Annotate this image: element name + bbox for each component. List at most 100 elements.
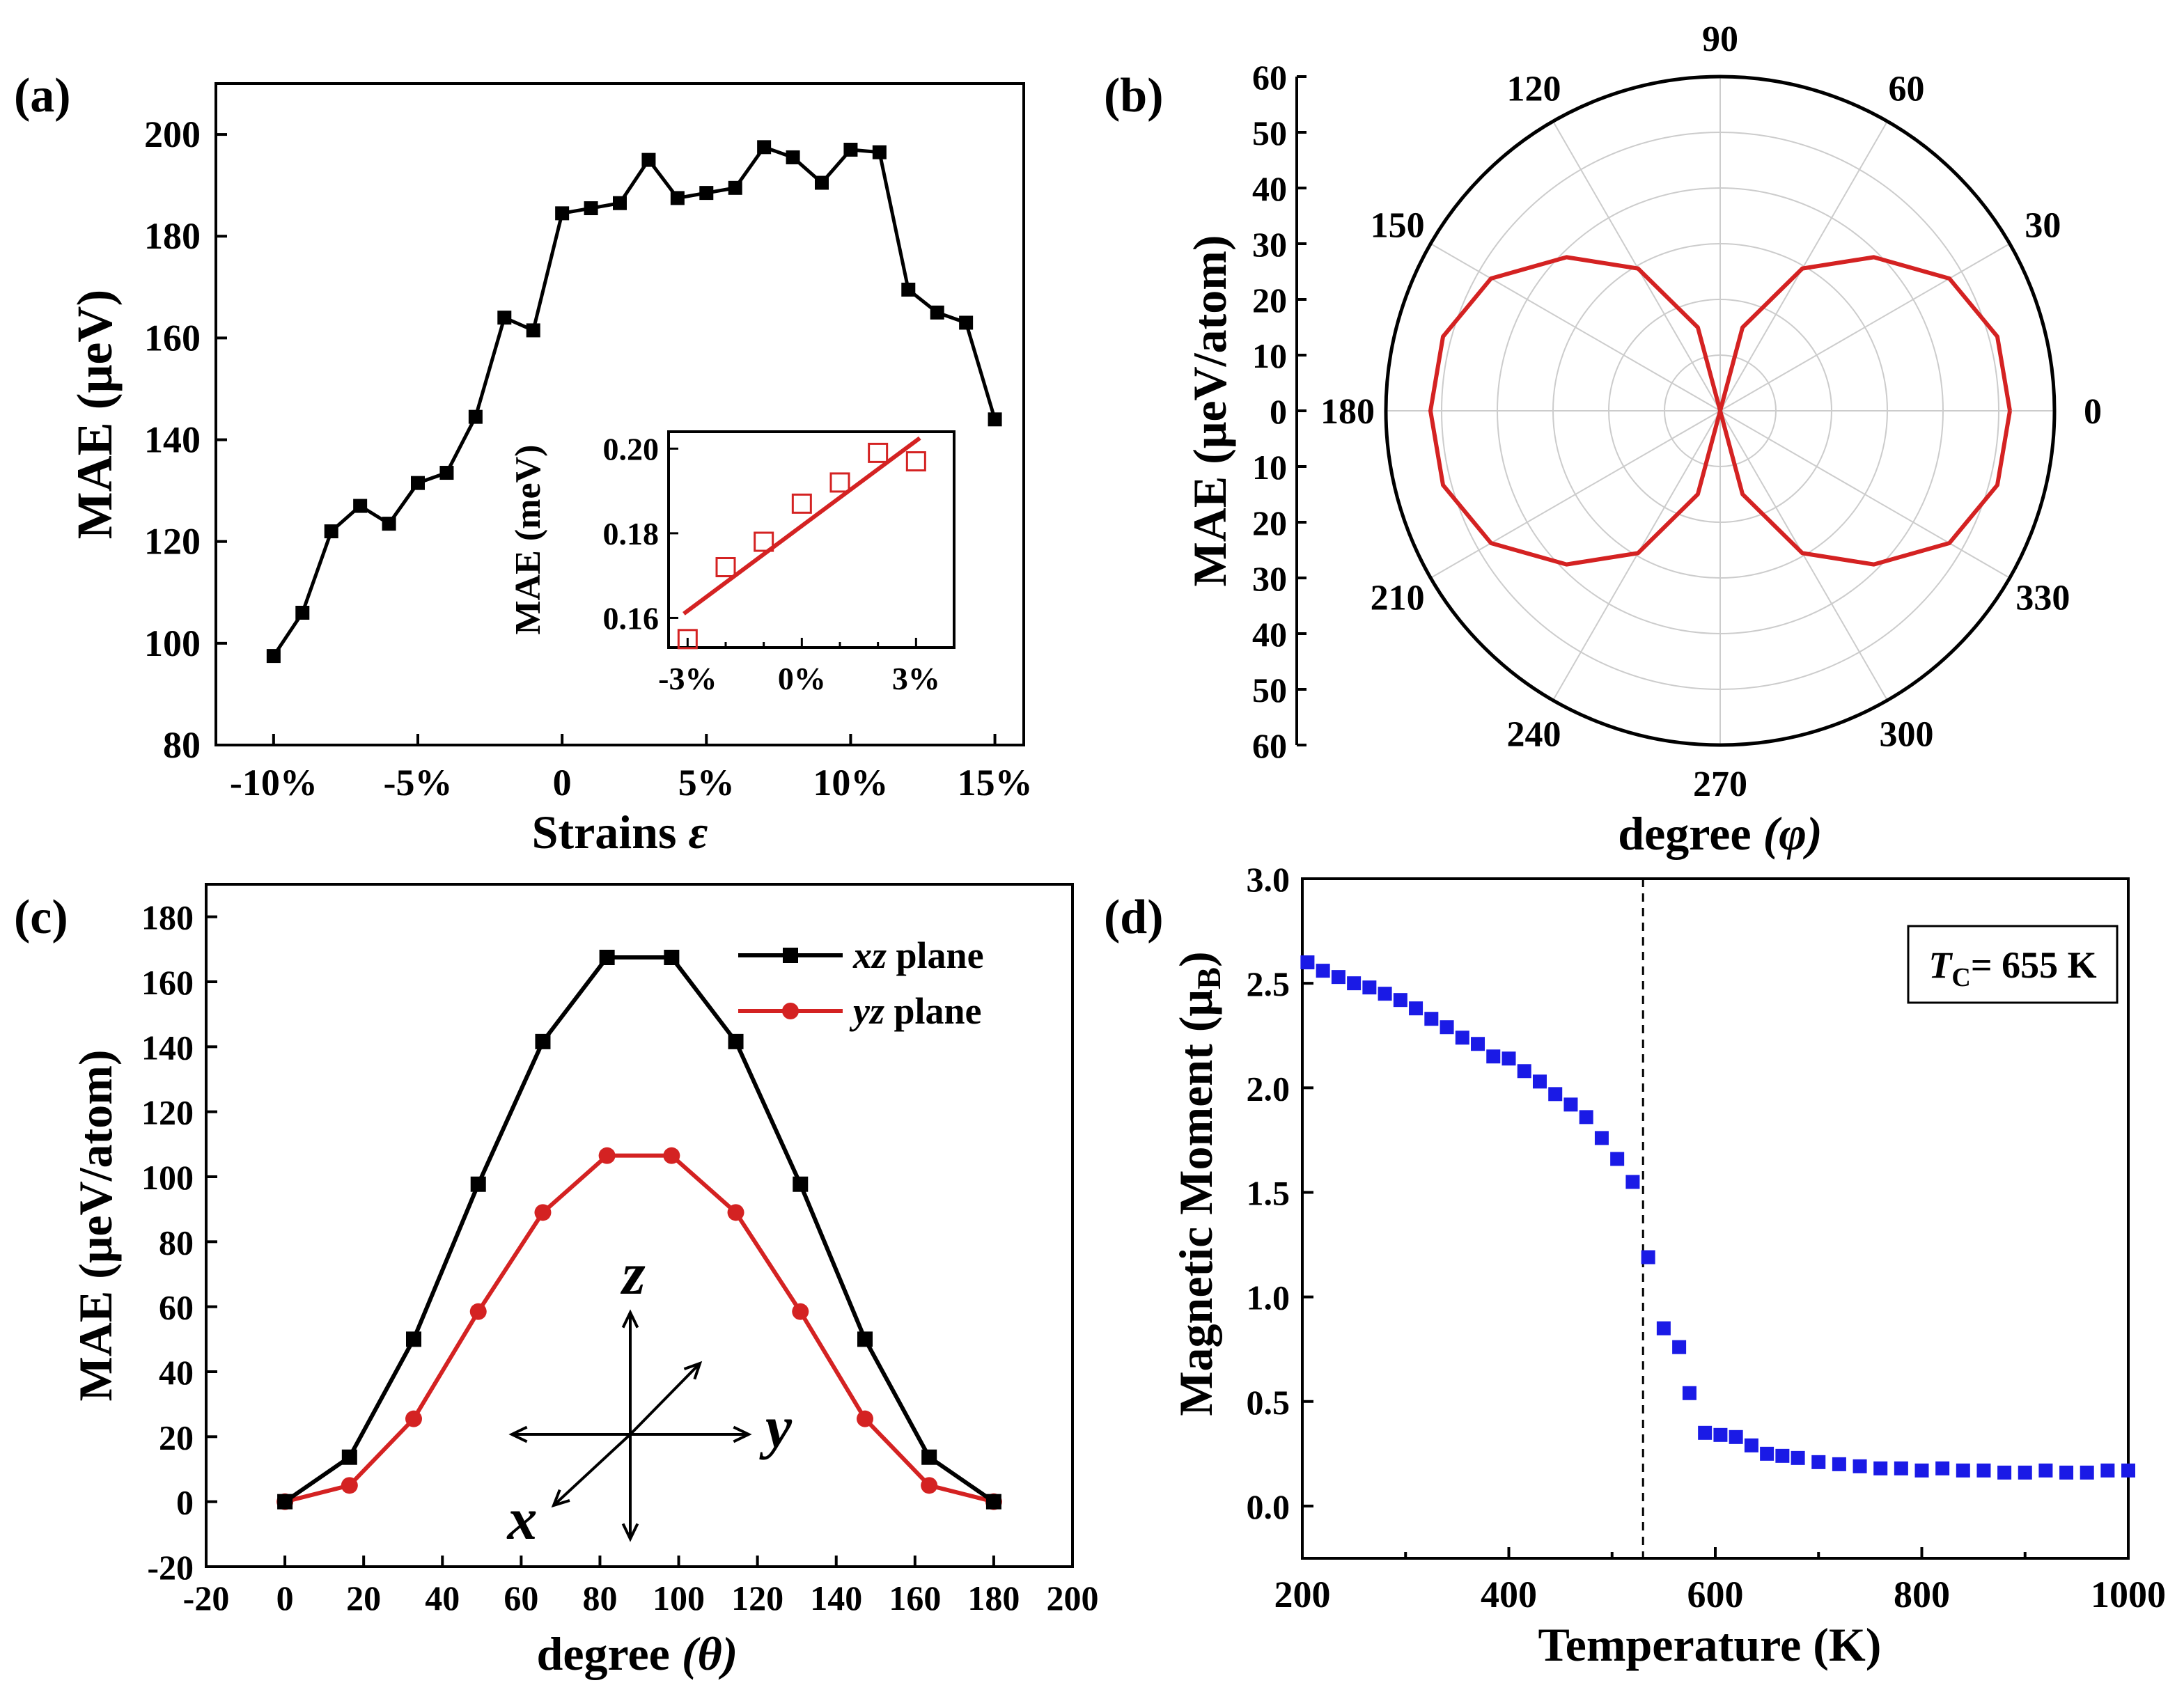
panel-a-ytick-label: 180 bbox=[144, 215, 201, 257]
panel-d-point bbox=[1316, 964, 1330, 978]
panel-a-ytick-label: 200 bbox=[144, 113, 201, 155]
panel-d-point bbox=[1610, 1152, 1625, 1166]
panel-c-xtick-label: 200 bbox=[1047, 1579, 1099, 1617]
panel-c-xtick-label: 80 bbox=[582, 1579, 617, 1617]
panel-a-plot-frame bbox=[214, 82, 1025, 746]
panel-d-point bbox=[1486, 1049, 1501, 1064]
panel-b-label: (b) bbox=[1104, 69, 1164, 123]
panel-a-point bbox=[930, 305, 944, 320]
panel-b-angle-label: 60 bbox=[1889, 70, 1925, 109]
panel-c-ticks: -20 0 20 40 60 80 100 120 140 160 180 200 -20 0 20 40 60… bbox=[141, 898, 1099, 1617]
panel-d-point bbox=[1625, 1175, 1640, 1189]
panel-b-angle-label: 120 bbox=[1507, 70, 1561, 109]
panel-d-point bbox=[1935, 1461, 1950, 1475]
panel-d-point bbox=[1914, 1463, 1929, 1478]
panel-c-ytick-label: 80 bbox=[159, 1223, 194, 1262]
panel-d-point bbox=[1532, 1074, 1547, 1089]
panel-c-axis-x-back bbox=[629, 1362, 701, 1436]
panel-c-ytick-label: 100 bbox=[141, 1158, 194, 1197]
panel-d-point bbox=[1729, 1429, 1743, 1444]
panel-c-point-circle bbox=[598, 1147, 616, 1164]
panel-a-point bbox=[324, 524, 338, 539]
panel-b-raxis-label: 50 bbox=[1252, 671, 1287, 710]
panel-c-axis-z-down-head bbox=[621, 1523, 639, 1542]
panel-c-ytick-label: 160 bbox=[141, 963, 194, 1002]
panel-a-point bbox=[757, 140, 772, 155]
panel-c-ytick-label: 60 bbox=[159, 1288, 194, 1327]
panel-d-point bbox=[1956, 1463, 1970, 1478]
panel-c-xtick-label: 160 bbox=[889, 1579, 941, 1617]
panel-d-point bbox=[1331, 970, 1346, 985]
panel-c-axis-z-label: z bbox=[620, 1240, 646, 1307]
panel-b-raxis-label: 0 bbox=[1270, 392, 1287, 431]
panel-c-legend-label: yz plane bbox=[849, 990, 982, 1032]
panel-d-tc-text: TC= 655 K bbox=[1928, 944, 2096, 992]
panel-d-annotation: TC= 655 K bbox=[1907, 925, 2119, 1004]
panel-c-point-square bbox=[857, 1331, 873, 1347]
panel-d-annotation-box bbox=[1907, 925, 2119, 1004]
panel-d-point bbox=[1440, 1020, 1454, 1035]
panel-c-point-circle bbox=[792, 1303, 809, 1320]
panel-a-inset-ytick-label: 0.18 bbox=[603, 516, 660, 551]
panel-c-line bbox=[284, 1153, 994, 1504]
panel-c-point-square bbox=[405, 1331, 421, 1347]
panel-d-xtick-label: 600 bbox=[1687, 1574, 1744, 1615]
panel-c-legend: xz plane yz plane bbox=[738, 934, 984, 1032]
panel-d-point bbox=[1744, 1438, 1758, 1452]
panel-a-inset-frame bbox=[667, 430, 956, 649]
panel-a-ylabel: MAE (μeV) bbox=[67, 290, 123, 540]
panel-b-angle-label: 150 bbox=[1371, 206, 1425, 246]
panel-a-inset-point bbox=[754, 531, 774, 552]
panel-d-point bbox=[1672, 1340, 1687, 1354]
panel-a-xtick-label: 0 bbox=[553, 762, 572, 804]
panel-a-inset-xtick-label: 3% bbox=[892, 661, 940, 696]
panel-c-ytick-label: 120 bbox=[141, 1093, 194, 1132]
panel-d-xtick-label: 1000 bbox=[2091, 1574, 2166, 1615]
panel-d-ytick-label: 1.5 bbox=[1247, 1173, 1290, 1212]
panel-b-grid-circle bbox=[1608, 299, 1832, 523]
panel-a-point bbox=[295, 606, 310, 620]
panel-a-xtick-label: 5% bbox=[678, 762, 735, 804]
panel-a-point bbox=[699, 186, 714, 201]
panel-b-outer-circle bbox=[1384, 75, 2057, 747]
panel-d-point bbox=[2100, 1463, 2115, 1478]
panel-d-point bbox=[1976, 1463, 1991, 1478]
panel-d-point bbox=[1424, 1012, 1439, 1026]
panel-d-point bbox=[1852, 1459, 1867, 1473]
panel-b-grid-circle bbox=[1441, 132, 1999, 690]
panel-c-point-square bbox=[985, 1494, 1001, 1510]
panel-a-point bbox=[497, 311, 512, 325]
panel-b-angle-label: 180 bbox=[1320, 392, 1375, 432]
panel-a-point bbox=[439, 466, 454, 480]
panel-c-point-circle bbox=[727, 1204, 744, 1221]
panel-b-raxis-label: 30 bbox=[1252, 559, 1287, 598]
panel-b-raxis-label: 10 bbox=[1252, 448, 1287, 487]
panel-c-axis-x-front bbox=[552, 1433, 632, 1507]
panel-c-label: (c) bbox=[14, 891, 68, 944]
panel-a-point bbox=[382, 517, 396, 531]
panel-a-inset-point bbox=[905, 451, 926, 472]
panel-a-ytick-label: 160 bbox=[144, 317, 201, 359]
panel-b-raxis-label: 60 bbox=[1252, 58, 1287, 97]
panel-a-label: (a) bbox=[14, 69, 71, 123]
panel-b-raxis-label: 40 bbox=[1252, 615, 1287, 654]
panel-c-point-circle bbox=[534, 1204, 552, 1221]
panel-c-xtick-label: 140 bbox=[810, 1579, 862, 1617]
panel-c-legend-label: xz plane bbox=[852, 934, 984, 976]
panel-c-xtick-label: 0 bbox=[276, 1579, 294, 1617]
panel-c-xtick-label: 120 bbox=[731, 1579, 783, 1617]
panel-a-point bbox=[555, 206, 570, 221]
panel-d-point bbox=[1362, 980, 1377, 995]
panel-d-point bbox=[1894, 1461, 1908, 1475]
panel-a-point bbox=[959, 315, 974, 330]
panel-a-series bbox=[266, 140, 1002, 664]
panel-a-point bbox=[613, 196, 627, 210]
panel-d-label: (d) bbox=[1104, 891, 1164, 944]
panel-a-inset-point bbox=[677, 629, 698, 650]
panel-a-inset-fit-line bbox=[682, 436, 921, 616]
panel-d-xlabel: Temperature (K) bbox=[1538, 1618, 1882, 1671]
panel-b-xlabel: degree (φ) bbox=[1618, 807, 1822, 860]
panel-d-ytick-label: 1.0 bbox=[1247, 1278, 1290, 1317]
panel-d-point bbox=[1502, 1051, 1516, 1066]
panel-c-axis-z-up-head bbox=[621, 1309, 639, 1329]
